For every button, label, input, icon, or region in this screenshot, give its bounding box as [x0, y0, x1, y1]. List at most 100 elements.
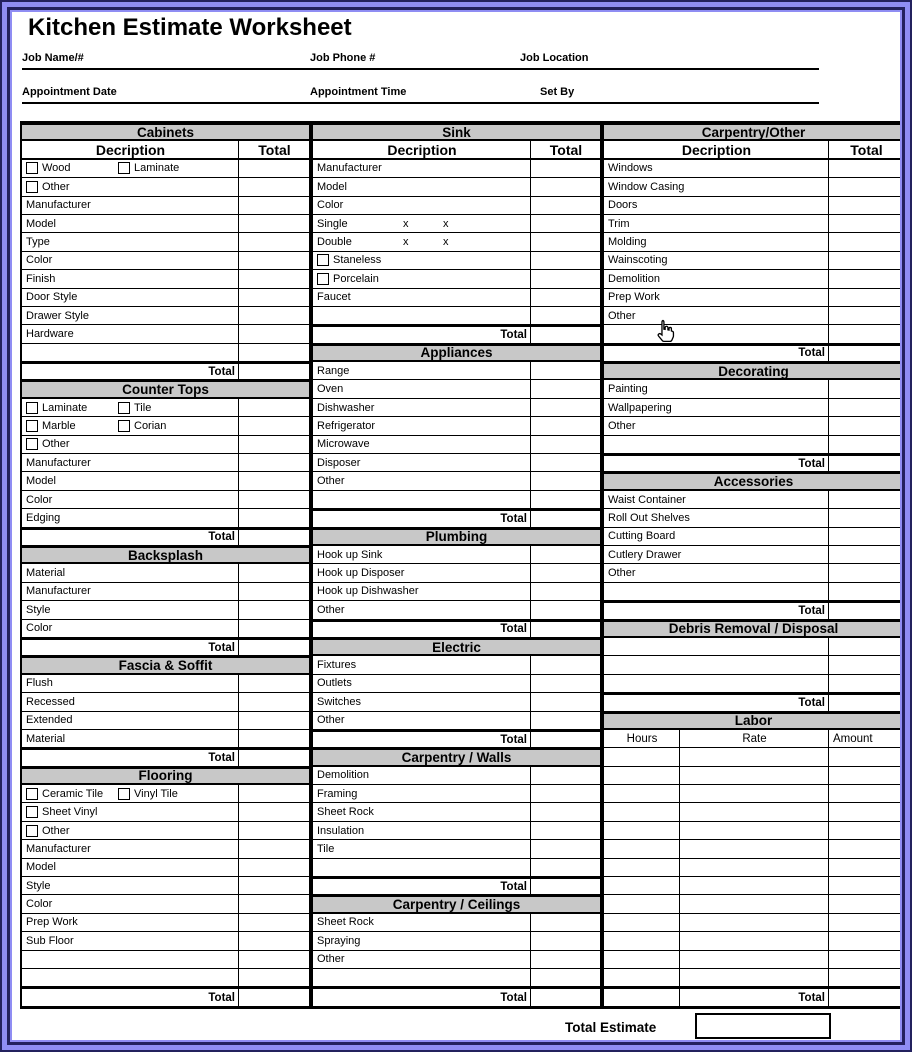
value-cell[interactable] [239, 215, 309, 232]
value-cell[interactable] [829, 417, 900, 434]
value-cell[interactable] [531, 767, 600, 784]
checkbox-corian-icon[interactable] [118, 419, 130, 432]
labor-rate-cell[interactable] [680, 877, 829, 895]
value-cell[interactable] [829, 178, 900, 195]
section-total-value-cell[interactable] [239, 364, 309, 379]
labor-amount-cell[interactable] [829, 803, 900, 820]
section-total-value-cell[interactable] [531, 732, 600, 747]
value-cell[interactable] [239, 803, 309, 820]
value-cell[interactable] [239, 601, 309, 618]
value-cell[interactable] [239, 233, 309, 250]
value-cell[interactable] [829, 325, 900, 342]
value-cell[interactable] [239, 325, 309, 342]
value-cell[interactable] [531, 178, 600, 195]
value-cell[interactable] [239, 344, 309, 361]
value-cell[interactable] [829, 656, 900, 673]
value-cell[interactable] [531, 546, 600, 563]
value-cell[interactable] [829, 583, 900, 600]
labor-rate-cell[interactable] [680, 766, 829, 785]
section-total-value-cell[interactable] [829, 603, 900, 618]
value-cell[interactable] [829, 638, 900, 655]
labor-amount-cell[interactable] [829, 914, 900, 931]
labor-rate-cell[interactable] [680, 932, 829, 950]
value-cell[interactable] [531, 399, 600, 416]
value-cell[interactable] [829, 528, 900, 545]
labor-rate-cell[interactable] [680, 840, 829, 858]
section-total-value-cell[interactable] [239, 750, 309, 765]
checkbox-sheet-vinyl-icon[interactable] [26, 806, 38, 819]
appointment-date-field[interactable] [122, 86, 307, 102]
value-cell[interactable] [239, 785, 309, 802]
checkbox-laminate-icon[interactable] [26, 401, 38, 414]
checkbox-marble-icon[interactable] [26, 419, 38, 432]
value-cell[interactable] [239, 436, 309, 453]
labor-hours-cell[interactable] [604, 877, 680, 895]
labor-hours-cell[interactable] [604, 932, 680, 950]
value-cell[interactable] [239, 730, 309, 747]
checkbox-tile-icon[interactable] [118, 401, 130, 414]
labor-amount-cell[interactable] [829, 859, 900, 876]
labor-hours-cell[interactable] [604, 840, 680, 858]
value-cell[interactable] [239, 895, 309, 912]
labor-total-value-cell[interactable] [829, 989, 900, 1005]
value-cell[interactable] [531, 307, 600, 324]
value-cell[interactable] [531, 564, 600, 581]
value-cell[interactable] [531, 583, 600, 600]
labor-rate-cell[interactable] [680, 968, 829, 987]
value-cell[interactable] [531, 417, 600, 434]
labor-amount-cell[interactable] [829, 822, 900, 839]
value-cell[interactable] [239, 932, 309, 949]
labor-amount-cell[interactable] [829, 969, 900, 986]
value-cell[interactable] [239, 454, 309, 471]
value-cell[interactable] [239, 472, 309, 489]
job-location-field[interactable] [597, 52, 817, 68]
value-cell[interactable] [239, 840, 309, 857]
value-cell[interactable] [239, 859, 309, 876]
value-cell[interactable] [531, 436, 600, 453]
section-total-value-cell[interactable] [531, 327, 600, 342]
value-cell[interactable] [829, 380, 900, 397]
labor-amount-cell[interactable] [829, 932, 900, 949]
section-total-value-cell[interactable] [829, 695, 900, 710]
value-cell[interactable] [829, 215, 900, 232]
section-total-value-cell[interactable] [239, 530, 309, 545]
section-total-value-cell[interactable] [531, 989, 600, 1005]
value-cell[interactable] [239, 160, 309, 177]
checkbox-porcelain-icon[interactable] [317, 272, 329, 285]
section-total-value-cell[interactable] [531, 879, 600, 894]
labor-rate-cell[interactable] [680, 821, 829, 840]
labor-hours-cell[interactable] [604, 950, 680, 968]
labor-hours-cell[interactable] [604, 785, 680, 803]
labor-amount-cell[interactable] [829, 748, 900, 765]
labor-hours-cell[interactable] [604, 803, 680, 821]
value-cell[interactable] [239, 289, 309, 306]
set-by-field[interactable] [582, 86, 817, 102]
value-cell[interactable] [829, 270, 900, 287]
value-cell[interactable] [239, 197, 309, 214]
labor-hours-cell[interactable] [604, 989, 680, 1006]
labor-amount-cell[interactable] [829, 840, 900, 857]
labor-hours-cell[interactable] [604, 748, 680, 766]
value-cell[interactable] [531, 362, 600, 379]
section-total-value-cell[interactable] [829, 346, 900, 361]
value-cell[interactable] [531, 951, 600, 968]
value-cell[interactable] [829, 160, 900, 177]
value-cell[interactable] [531, 840, 600, 857]
section-total-value-cell[interactable] [531, 622, 600, 637]
value-cell[interactable] [531, 914, 600, 931]
value-cell[interactable] [531, 675, 600, 692]
checkbox-ceramic-tile-icon[interactable] [26, 787, 38, 800]
value-cell[interactable] [531, 969, 600, 986]
section-total-value-cell[interactable] [531, 511, 600, 526]
value-cell[interactable] [829, 546, 900, 563]
section-total-value-cell[interactable] [239, 989, 309, 1005]
labor-rate-cell[interactable] [680, 950, 829, 968]
value-cell[interactable] [531, 380, 600, 397]
value-cell[interactable] [239, 822, 309, 839]
value-cell[interactable] [829, 436, 900, 453]
job-phone-field[interactable] [387, 52, 517, 68]
value-cell[interactable] [239, 270, 309, 287]
labor-hours-cell[interactable] [604, 766, 680, 785]
labor-rate-cell[interactable] [680, 748, 829, 766]
value-cell[interactable] [829, 675, 900, 692]
